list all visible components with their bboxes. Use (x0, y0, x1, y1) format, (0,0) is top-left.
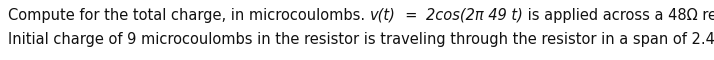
Text: =: = (396, 8, 426, 23)
Text: Compute for the total charge, in microcoulombs.: Compute for the total charge, in microco… (8, 8, 370, 23)
Text: is applied across a 48Ω resistor.: is applied across a 48Ω resistor. (523, 8, 714, 23)
Text: Initial charge of 9 microcoulombs in the resistor is traveling through the resis: Initial charge of 9 microcoulombs in the… (8, 32, 714, 47)
Text: 2cos(2π 49 t): 2cos(2π 49 t) (426, 8, 523, 23)
Text: v(t): v(t) (370, 8, 396, 23)
